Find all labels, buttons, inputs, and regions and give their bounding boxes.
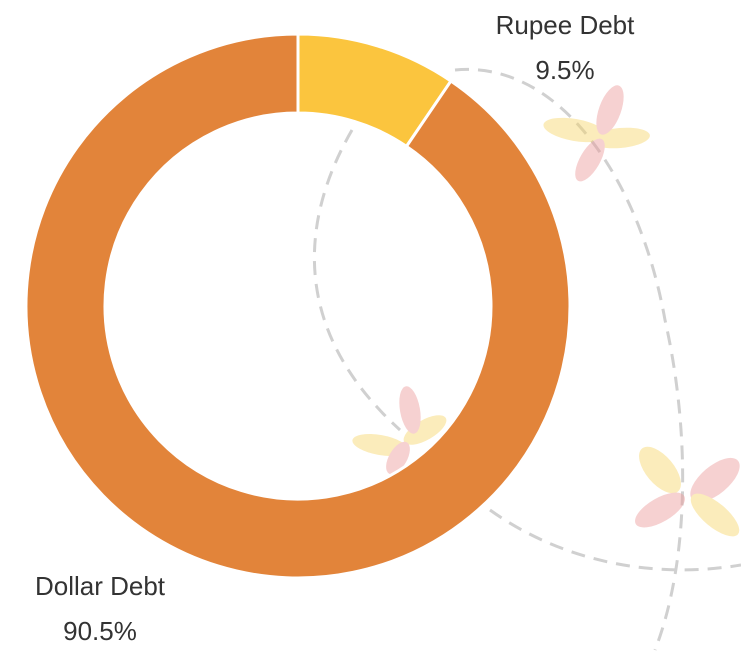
- category-label: Dollar Debt: [35, 571, 166, 601]
- dashed-curve: [314, 130, 400, 430]
- chart: Rupee Debt 9.5% Dollar Debt 90.5%: [0, 0, 741, 652]
- butterfly: [542, 82, 651, 186]
- butterfly: [630, 440, 741, 544]
- value-label: 90.5%: [63, 616, 137, 646]
- category-label: Rupee Debt: [496, 10, 636, 40]
- value-label: 9.5%: [535, 55, 594, 85]
- donut-slice: [26, 34, 570, 578]
